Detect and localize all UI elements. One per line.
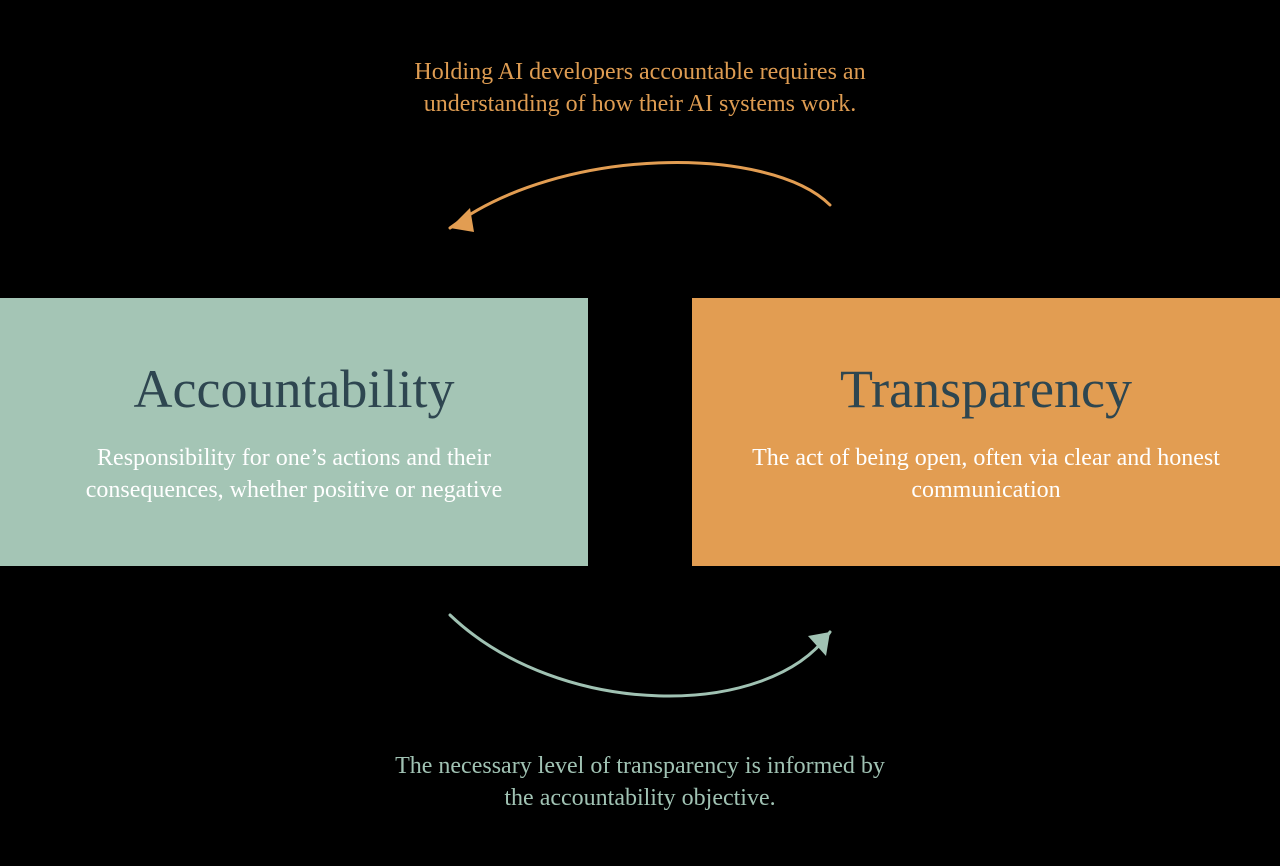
bottom-arrow-path — [450, 615, 830, 696]
diagram-canvas: Holding AI developers accountable requir… — [0, 0, 1280, 866]
bottom-arrow — [0, 0, 1280, 866]
bottom-caption: The necessary level of transparency is i… — [380, 750, 900, 815]
